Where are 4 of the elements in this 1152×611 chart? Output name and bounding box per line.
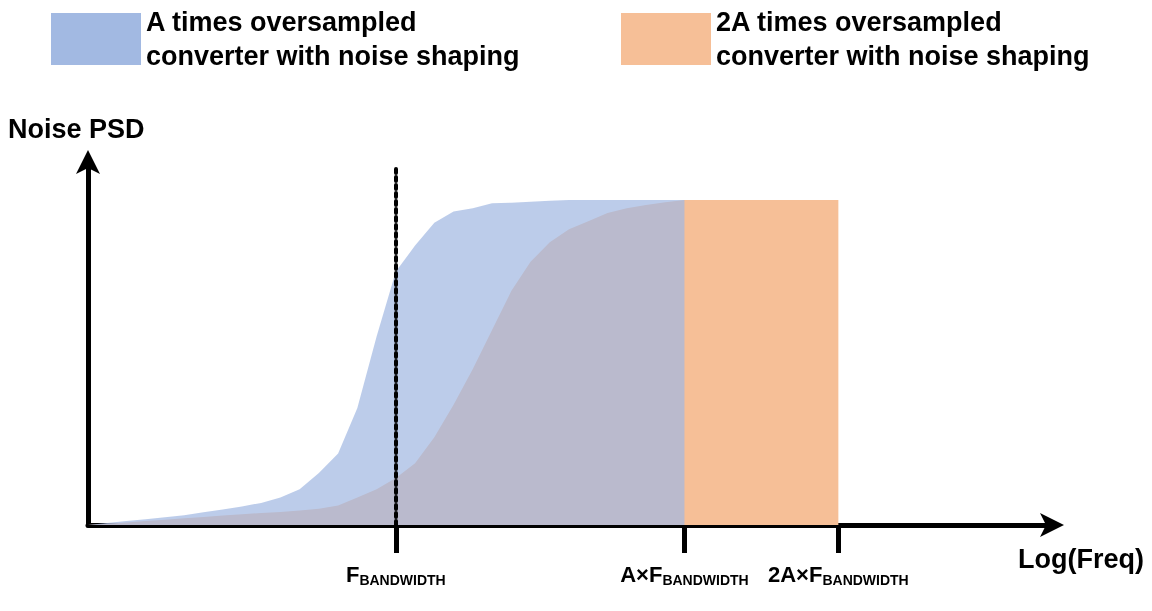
legend-label: A times oversampled converter with noise shaping (146, 7, 520, 71)
y-axis-title: Noise PSD (8, 113, 145, 144)
legend-label: 2A times oversampled converter with noise shaping (716, 7, 1090, 71)
x-axis-title: Log(Freq) (1018, 543, 1145, 574)
